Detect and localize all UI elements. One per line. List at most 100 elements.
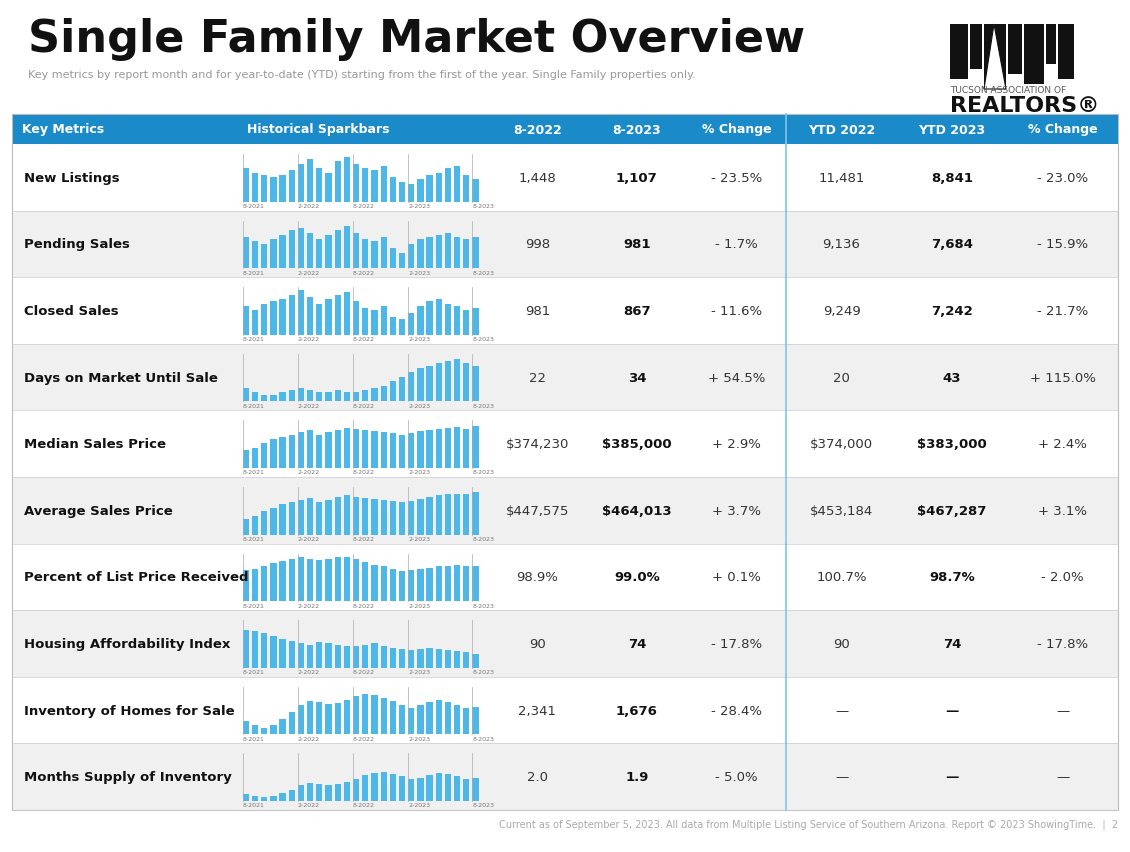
Bar <box>307 391 313 402</box>
Text: 8-2021: 8-2021 <box>243 803 264 808</box>
Bar <box>270 509 277 535</box>
Text: 8-2021: 8-2021 <box>243 204 264 209</box>
Text: 2-2022: 2-2022 <box>298 803 320 808</box>
Bar <box>372 242 377 269</box>
Text: Single Family Market Overview: Single Family Market Overview <box>28 18 805 61</box>
Text: 8-2022: 8-2022 <box>353 537 375 542</box>
Bar <box>463 240 469 269</box>
Text: 8-2022: 8-2022 <box>353 270 375 275</box>
Bar <box>270 796 277 801</box>
Text: 2-2023: 2-2023 <box>408 537 431 542</box>
Bar <box>381 386 386 402</box>
Text: 8-2022: 8-2022 <box>513 124 562 136</box>
Bar <box>950 25 968 80</box>
Bar <box>362 169 368 203</box>
Text: 34: 34 <box>627 371 646 384</box>
Text: Key metrics by report month and for year-to-date (YTD) starting from the first o: Key metrics by report month and for year… <box>28 70 696 80</box>
Bar <box>12 211 1118 278</box>
Bar <box>334 296 341 336</box>
Bar <box>344 699 350 734</box>
Bar <box>270 240 277 269</box>
Bar <box>381 772 386 801</box>
Bar <box>408 373 415 402</box>
Text: 20: 20 <box>833 371 850 384</box>
Bar <box>454 238 460 269</box>
Bar <box>279 235 286 269</box>
Bar <box>454 167 460 203</box>
Bar <box>325 705 332 734</box>
Bar <box>243 307 249 336</box>
Bar <box>436 174 442 203</box>
Bar <box>334 391 341 402</box>
Bar <box>288 712 295 734</box>
Text: - 23.5%: - 23.5% <box>711 171 762 185</box>
Text: 2-2022: 2-2022 <box>298 270 320 275</box>
Bar <box>316 169 322 203</box>
Bar <box>353 497 359 535</box>
Bar <box>381 238 386 269</box>
Bar <box>353 302 359 336</box>
Bar <box>463 364 469 402</box>
Text: Historical Sparkbars: Historical Sparkbars <box>246 124 389 136</box>
Bar <box>307 701 313 734</box>
Bar <box>298 291 304 336</box>
Bar <box>243 238 249 269</box>
Text: 2-2023: 2-2023 <box>408 803 431 808</box>
Bar <box>344 496 350 535</box>
Text: 867: 867 <box>623 305 651 318</box>
Text: 8-2023: 8-2023 <box>472 736 495 741</box>
Bar <box>408 245 415 269</box>
Bar <box>472 238 479 269</box>
Bar <box>362 775 368 801</box>
Text: Inventory of Homes for Sale: Inventory of Homes for Sale <box>24 704 235 717</box>
Text: - 21.7%: - 21.7% <box>1037 305 1088 318</box>
Bar <box>463 708 469 734</box>
Text: —: — <box>835 704 849 717</box>
Bar <box>399 435 406 469</box>
Text: 2-2022: 2-2022 <box>298 670 320 675</box>
Bar <box>362 308 368 336</box>
Bar <box>372 432 377 469</box>
Text: 9,249: 9,249 <box>823 305 860 318</box>
Bar <box>353 646 359 668</box>
Bar <box>261 444 268 469</box>
Bar <box>316 784 322 801</box>
Bar <box>298 389 304 402</box>
Bar <box>288 559 295 602</box>
Bar <box>261 176 268 203</box>
Bar <box>279 719 286 734</box>
Bar <box>445 304 451 336</box>
Bar <box>463 311 469 336</box>
Bar <box>243 451 249 469</box>
Text: 8-2022: 8-2022 <box>353 736 375 741</box>
Text: 8-2023: 8-2023 <box>472 270 495 275</box>
Text: 8-2022: 8-2022 <box>353 337 375 342</box>
Bar <box>298 433 304 469</box>
Bar <box>445 702 451 734</box>
Bar <box>353 429 359 469</box>
Text: 8,841: 8,841 <box>931 171 973 185</box>
Text: 8-2022: 8-2022 <box>353 404 375 408</box>
Bar <box>353 164 359 203</box>
Bar <box>417 180 424 203</box>
Text: 981: 981 <box>524 305 550 318</box>
Text: 2.0: 2.0 <box>527 770 548 783</box>
Bar <box>381 567 386 602</box>
Text: Days on Market Until Sale: Days on Market Until Sale <box>24 371 218 384</box>
Text: $374,230: $374,230 <box>505 438 570 451</box>
Text: Key Metrics: Key Metrics <box>21 124 104 136</box>
Text: 2-2023: 2-2023 <box>408 736 431 741</box>
Bar <box>325 300 332 336</box>
Bar <box>252 448 258 469</box>
Bar <box>472 426 479 469</box>
Bar <box>472 707 479 734</box>
Bar <box>261 728 268 734</box>
Bar <box>1058 25 1074 80</box>
Text: 11,481: 11,481 <box>818 171 864 185</box>
Bar <box>12 278 1118 344</box>
Bar <box>445 169 451 203</box>
Bar <box>252 631 258 668</box>
Bar <box>288 391 295 402</box>
Text: 2,341: 2,341 <box>519 704 556 717</box>
Bar <box>325 235 332 269</box>
